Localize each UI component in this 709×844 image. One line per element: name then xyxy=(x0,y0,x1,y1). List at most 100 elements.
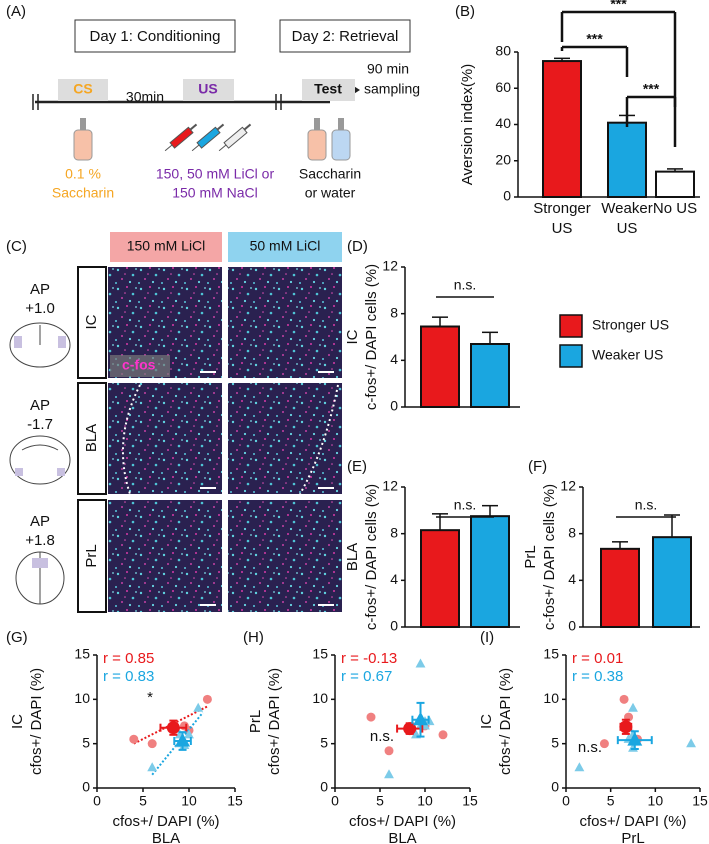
test-label: Test xyxy=(314,81,342,97)
panel-label: (D) xyxy=(347,238,368,255)
x-tick-label: Weaker US xyxy=(601,200,653,237)
y-tick-label: 4 xyxy=(568,571,576,587)
cs-desc: 0.1 % xyxy=(65,166,101,182)
x-tick-label: 15 xyxy=(692,793,708,809)
data-point xyxy=(415,658,426,668)
r-label: r = 0.01 xyxy=(572,650,623,667)
test-desc: or water xyxy=(305,185,356,201)
x-tick-label: 5 xyxy=(607,793,615,809)
y-axis-label: PrL xyxy=(247,710,264,733)
r-label: r = -0.13 xyxy=(341,650,397,667)
us-label: US xyxy=(198,81,217,97)
y-axis-label: IC xyxy=(9,714,26,729)
bottle xyxy=(331,129,351,161)
y-tick-label: 10 xyxy=(312,690,328,706)
bar xyxy=(542,60,582,198)
region-outline xyxy=(121,384,141,495)
panel-label: (B) xyxy=(455,3,475,20)
sig-label: *** xyxy=(586,31,603,47)
y-axis-label: Aversion index(%) xyxy=(459,64,476,185)
x-tick-label: 5 xyxy=(376,793,384,809)
r-label: r = 0.67 xyxy=(341,668,392,685)
micrograph xyxy=(228,383,342,494)
x-tick-label: 10 xyxy=(181,793,197,809)
x-tick-label: Stronger US xyxy=(533,200,591,237)
sig-label: n.s. xyxy=(454,277,477,293)
syringe xyxy=(191,123,225,152)
bottle-cap xyxy=(80,118,86,130)
day1-box xyxy=(74,19,236,53)
y-tick-label: 15 xyxy=(74,646,90,662)
y-tick-label: 0 xyxy=(320,779,328,795)
column-label: 150 mM LiCl xyxy=(127,238,206,254)
bar xyxy=(420,325,460,408)
panel-label: (G) xyxy=(6,629,28,646)
panel-label: (H) xyxy=(243,629,264,646)
y-tick-label: 8 xyxy=(568,524,576,540)
x-tick-label: 0 xyxy=(93,793,101,809)
region-box xyxy=(77,266,107,379)
panel-label: (E) xyxy=(347,458,367,475)
y-tick-label: 0 xyxy=(390,398,398,414)
r-label: r = 0.85 xyxy=(103,650,154,667)
y-axis-label: cfos+/ DAPI (%) xyxy=(497,668,514,775)
ap-label: AP xyxy=(30,281,50,298)
micrograph xyxy=(228,500,342,612)
x-axis-label: BLA xyxy=(152,830,180,844)
us-desc: 150, 50 mM LiCl or xyxy=(156,166,275,182)
scale-bars xyxy=(200,371,334,606)
legend-label: Stronger US xyxy=(592,317,669,333)
x-tick-label: 5 xyxy=(139,793,147,809)
us-desc: 150 mM NaCl xyxy=(172,185,258,201)
data-point xyxy=(147,762,158,772)
bottle xyxy=(307,129,327,161)
stain-label: c-fos xyxy=(122,357,156,373)
y-tick-label: 4 xyxy=(390,351,398,367)
legend-swatch xyxy=(559,314,583,338)
panel-label: (I) xyxy=(480,629,494,646)
y-tick-label: 12 xyxy=(560,478,576,494)
region-box xyxy=(77,499,107,613)
bar xyxy=(655,170,695,198)
data-point xyxy=(619,694,629,704)
r-label: r = 0.38 xyxy=(572,668,623,685)
micrograph xyxy=(108,500,222,612)
region-label: PrL xyxy=(83,544,100,567)
mean-point xyxy=(175,733,191,747)
y-tick-label: 0 xyxy=(568,618,576,634)
y-axis-label: PrL xyxy=(522,545,539,568)
stain-box xyxy=(110,355,170,377)
brain-icons xyxy=(9,322,71,605)
data-point xyxy=(599,739,609,749)
bottle-cap xyxy=(314,118,320,130)
micrograph xyxy=(108,383,222,494)
x-tick-label: 0 xyxy=(331,793,339,809)
y-tick-label: 0 xyxy=(503,188,511,204)
y-tick-label: 60 xyxy=(495,79,511,95)
data-point xyxy=(686,738,697,748)
y-axis-label: c-fos+/ DAPI cells (%) xyxy=(363,264,380,410)
bar xyxy=(420,529,460,629)
y-tick-label: 4 xyxy=(390,571,398,587)
x-axis-label: PrL xyxy=(621,830,644,844)
panel-label: (F) xyxy=(528,458,547,475)
day1-label: Day 1: Conditioning xyxy=(90,28,221,45)
mean-point xyxy=(413,711,428,726)
test-box xyxy=(302,79,355,101)
y-tick-label: 0 xyxy=(551,779,559,795)
data-point xyxy=(129,734,139,744)
y-tick-label: 15 xyxy=(543,646,559,662)
sig-label: *** xyxy=(643,81,660,97)
region-label: IC xyxy=(83,314,100,329)
y-tick-label: 12 xyxy=(382,478,398,494)
ap-value: +1.0 xyxy=(25,300,55,317)
sampling: sampling xyxy=(364,81,420,97)
x-axis-label: BLA xyxy=(388,830,416,844)
region-label: BLA xyxy=(83,424,100,452)
data-point xyxy=(384,746,394,756)
x-tick-label: No US xyxy=(652,200,698,217)
y-axis-label: IC xyxy=(478,714,495,729)
ap-label: AP xyxy=(30,513,50,530)
